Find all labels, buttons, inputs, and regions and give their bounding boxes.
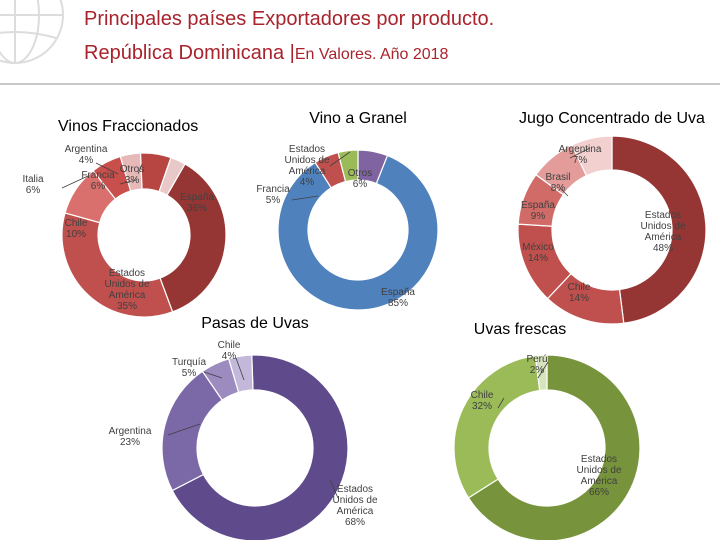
- slice-estados-unidos-de-america: [337, 149, 359, 183]
- chart-vino-a-granel: Vino a Granel Otros 6% España 85% Francia 5%Es…: [256, 110, 439, 311]
- data-label-argentina: Argentina 4%: [65, 144, 108, 166]
- leader-line: [203, 371, 223, 379]
- slice-estados-unidos-de-america: [61, 212, 174, 318]
- leader-line: [537, 361, 549, 379]
- slice-argentina: [571, 135, 613, 177]
- data-label-estados-unidos-de-america: Estados Unidos de América 4%: [284, 144, 329, 188]
- leader-line: [329, 151, 351, 167]
- leader-line: [329, 479, 339, 499]
- slice-argentina: [161, 370, 224, 492]
- data-label-italia: Italia 6%: [22, 174, 44, 196]
- chart-pasas-de-uvas: Pasas de Uvas Estados Unidos de América 68% A…: [109, 315, 378, 540]
- page-title-line2: República Dominicana |En Valores. Año 20…: [84, 42, 448, 65]
- leader-line: [95, 162, 119, 175]
- globe-logo-icon: [0, 0, 64, 64]
- data-label-espana: España 85%: [381, 287, 415, 309]
- data-label-brasil: Brasil 8%: [545, 172, 570, 194]
- data-label-mexico: México 14%: [522, 242, 554, 264]
- leader-line: [61, 175, 89, 189]
- chart-title: Vino a Granel: [309, 110, 407, 127]
- data-label-francia: Francia 5%: [256, 184, 290, 206]
- data-label-espana: España 9%: [521, 200, 555, 222]
- chart-title: Jugo Concentrado de Uva: [519, 110, 705, 127]
- leader-line: [559, 187, 569, 197]
- data-label-turquia: Turquía 5%: [172, 357, 207, 379]
- chart-jugo-concentrado-de-uva: Jugo Concentrado de Uva Estados Unidos de A…: [517, 110, 707, 325]
- leader-line: [119, 179, 137, 185]
- chart-title: Pasas de Uvas: [201, 315, 309, 332]
- page-title-main: República Dominicana |: [84, 42, 295, 64]
- data-label-otros: Otros 3%: [120, 164, 144, 186]
- data-label-francia: Francia 6%: [81, 170, 115, 192]
- data-label-argentina: Argentina 23%: [109, 426, 152, 448]
- slice-chile: [227, 354, 254, 394]
- data-label-chile: Chile 14%: [568, 282, 591, 304]
- leader-line: [357, 177, 363, 181]
- page-title-subtitle: En Valores. Año 2018: [294, 46, 449, 63]
- data-label-argentina: Argentina 7%: [559, 144, 602, 166]
- leader-line: [291, 195, 319, 201]
- slice-chile: [453, 355, 541, 499]
- data-label-peru: Perú 2%: [526, 354, 547, 376]
- chart-title: Vinos Fraccionados: [58, 118, 198, 135]
- leader-line: [497, 397, 505, 409]
- slice-estados-unidos-de-america: [467, 354, 641, 540]
- chart-uvas-frescas: Uvas frescas Estados Unidos de América 66% Ch…: [453, 321, 641, 540]
- data-label-estados-unidos-de-america: Estados Unidos de América 66%: [576, 454, 621, 498]
- data-label-otros: Otros 6%: [348, 168, 372, 190]
- leader-line: [235, 357, 245, 381]
- data-label-chile: Chile 10%: [65, 218, 88, 240]
- slice-otros: [158, 156, 186, 196]
- data-label-estados-unidos-de-america: Estados Unidos de América 48%: [640, 210, 685, 254]
- leader-line: [569, 147, 591, 159]
- slice-estados-unidos-de-america: [611, 135, 707, 324]
- chart-title: Uvas frescas: [474, 321, 566, 338]
- leader-line: [167, 423, 201, 436]
- data-label-chile: Chile 4%: [218, 340, 241, 362]
- data-label-estados-unidos-de-america: Estados Unidos de América 35%: [104, 268, 149, 312]
- slice-estados-unidos-de-america: [171, 354, 349, 540]
- data-label-espana: España 36%: [180, 192, 214, 214]
- header-divider: [0, 83, 720, 85]
- page-title-line1: Principales países Exportadores por prod…: [84, 8, 495, 30]
- chart-vinos-fraccionados: Vinos Fraccionados España 36% Estados Unidos…: [22, 118, 227, 318]
- slice-espana: [277, 154, 439, 311]
- header: Principales países Exportadores por prod…: [0, 0, 720, 90]
- data-label-chile: Chile 32%: [471, 390, 494, 412]
- data-label-estados-unidos-de-america: Estados Unidos de América 68%: [332, 484, 377, 528]
- slice-espana: [159, 163, 227, 313]
- leader-line: [137, 163, 143, 175]
